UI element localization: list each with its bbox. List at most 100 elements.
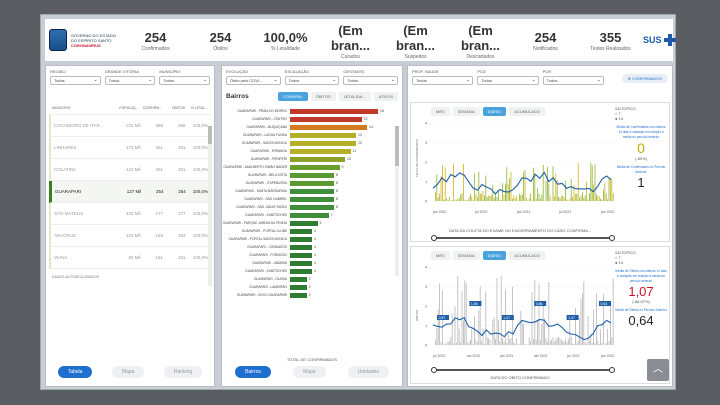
- filter-grande-vitoria[interactable]: GRANDE VITÓRIA Todos: [104, 69, 156, 85]
- filter-pcd[interactable]: PCD Todos: [477, 69, 539, 85]
- radio2-14[interactable]: ● 14: [615, 260, 623, 265]
- tab-bairros[interactable]: Bairros: [235, 366, 271, 378]
- daily-bar: [562, 340, 564, 345]
- chart1-tab-acumulado[interactable]: ACUMULADO: [509, 107, 545, 116]
- kpi-letalidade: 100,0%% Letalidade: [263, 30, 308, 52]
- tab-mapa-bairros[interactable]: Mapa: [293, 366, 326, 378]
- daily-bar: [608, 177, 610, 201]
- bairro-bar[interactable]: GUARAPARI - CENTRO 13: [222, 115, 402, 123]
- table-row[interactable]: ARACRUZ 103 Mil 163 163 100,0%: [49, 225, 211, 247]
- radio-14[interactable]: ● 14: [615, 116, 623, 121]
- bar-label: GUARAPARI - NOVO GUARAPARI: [236, 293, 287, 297]
- filter-pcr[interactable]: PCR Todos: [542, 69, 604, 85]
- daily-bar: [534, 279, 536, 345]
- chart1-tab-diario[interactable]: DIÁRIO: [482, 107, 507, 116]
- bairro-bar[interactable]: GUARAPARI - CONDADOS 4: [222, 243, 402, 251]
- tab-ranking[interactable]: Ranking: [163, 366, 203, 378]
- chart1-range-slider[interactable]: [431, 235, 615, 241]
- bairro-bar[interactable]: GUARAPARI - NOVO GUARAPARI 3: [222, 291, 402, 299]
- bairro-bar[interactable]: GUARAPARI - KUBITSCHEK 4: [222, 267, 402, 275]
- daily-bar: [498, 319, 499, 345]
- chart2-tab-semana[interactable]: SEMANA: [452, 251, 480, 260]
- daily-bar: [492, 184, 494, 201]
- daily-bar: [547, 166, 548, 201]
- chart2-tab-diario[interactable]: DIÁRIO: [482, 251, 507, 260]
- bairro-bar[interactable]: GUARAPARI - BELA VISTA 8: [222, 171, 402, 179]
- cell-conf: 163: [155, 233, 163, 238]
- point-label: 0,64: [601, 302, 608, 306]
- bairro-bar[interactable]: GUARAPARI - ADALBERTO SIMÃO NADER 9: [222, 163, 402, 171]
- tab-confirmados[interactable]: CONFIRM.: [277, 92, 308, 101]
- filter-gestante[interactable]: GESTANTE Todos: [343, 69, 399, 85]
- tab-mapa[interactable]: Mapa: [111, 366, 145, 378]
- side-value2: 1: [637, 175, 645, 190]
- table-scrollbar[interactable]: [208, 126, 212, 286]
- bairro-bar[interactable]: GUARAPARI - ITAPEBUSSU 8: [222, 179, 402, 187]
- bairro-bar[interactable]: GUARAPARI - KUBITSCHEK 7: [222, 211, 402, 219]
- table-row[interactable]: GUARAPARI 127 Mil 254 254 100,0%: [49, 181, 211, 203]
- bairro-bar[interactable]: GUARAPARI - OLARIA 3: [222, 275, 402, 283]
- table-row[interactable]: COLATINA 123 Mil 261 261 100,0%: [49, 159, 211, 181]
- chart2-tab-mes[interactable]: MÊS: [431, 251, 450, 260]
- bairro-bar[interactable]: GUARAPARI - LAMEIRÃO 3: [222, 283, 402, 291]
- bar-value: 4: [314, 261, 316, 265]
- daily-bar: [449, 341, 450, 345]
- chart2-tab-acumulado[interactable]: ACUMULADO: [509, 251, 545, 260]
- tab-obitos[interactable]: ÓBITOS: [310, 92, 336, 101]
- kpi-header: GOVERNO DO ESTADO DO ESPÍRITO SANTO CORO…: [45, 19, 677, 61]
- bairro-bar[interactable]: GUARAPARI - IPIRANGA 11: [222, 147, 402, 155]
- bairro-bar[interactable]: GUARAPARI - PORTAL CLUBE 4: [222, 227, 402, 235]
- bairro-bar[interactable]: GUARAPARI - PERIPERI 10: [222, 155, 402, 163]
- bairro-bar[interactable]: GUARAPARI - SÃO GABRIEL 8: [222, 195, 402, 203]
- daily-bar: [492, 319, 494, 345]
- bairro-bar[interactable]: GUARAPARI - JABARAÍ 4: [222, 259, 402, 267]
- chart1-tab-mes[interactable]: MÊS: [431, 107, 450, 116]
- chart-scrollbar[interactable]: [395, 126, 399, 276]
- bairro-bar[interactable]: GUARAPARI - FORMOSO 4: [222, 251, 402, 259]
- bairro-bar[interactable]: GUARAPARI - PORTAL SANTA MONICA 4: [222, 235, 402, 243]
- daily-bar: [436, 174, 438, 201]
- confirmados-toggle[interactable]: ⊕ CONFIRMADOS: [621, 74, 668, 83]
- bairro-bar[interactable]: GUARAPARI - PRAIA DO MORRO 16: [222, 107, 402, 115]
- cell-pop: 132 Mil: [125, 211, 141, 216]
- scroll-up-button[interactable]: ︿: [647, 359, 669, 381]
- table-row[interactable]: CACHOEIRO DE ITAP... 211 Mil 386 386 100,0%: [49, 115, 211, 137]
- bairro-bar[interactable]: GUARAPARI - PARQUE JARDIM DA PENHA 5: [222, 219, 402, 227]
- daily-bar: [467, 199, 468, 201]
- bar-fill: [290, 276, 307, 282]
- radio-7[interactable]: ○ 7: [615, 111, 621, 116]
- chart2-range-slider[interactable]: [431, 367, 615, 373]
- tab-ativos[interactable]: ATIVOS: [373, 92, 398, 101]
- chart1-tab-semana[interactable]: SEMANA: [452, 107, 480, 116]
- bairro-bar[interactable]: GUARAPARI - LAGOA FUNDA 12: [222, 131, 402, 139]
- radio2-7[interactable]: ○ 7: [615, 255, 621, 260]
- filter-prof-saude[interactable]: PROF. SAÚDE Todos: [412, 69, 474, 85]
- daily-bar: [558, 337, 559, 345]
- table-row[interactable]: VIANA 80 Mil 151 151 100,0%: [49, 247, 211, 269]
- side2-value: 1,07: [628, 284, 654, 299]
- bairro-bar[interactable]: GUARAPARI - SANTA MONICA 12: [222, 139, 402, 147]
- cell-pop: 127 Mil: [126, 189, 142, 194]
- bairro-bar[interactable]: GUARAPARI - SANTA MARGARIDA 8: [222, 187, 402, 195]
- daily-bar: [505, 183, 506, 201]
- bar-fill: [290, 260, 312, 266]
- tab-tabela[interactable]: Tabela: [57, 366, 93, 378]
- table-row[interactable]: SÃO MATEUS 132 Mil 177 177 100,0%: [49, 203, 211, 225]
- bairro-bar[interactable]: GUARAPARI - SÃO JUDAS TADEU 8: [222, 203, 402, 211]
- filter-escalacao[interactable]: ESCALAÇÃO Todos: [284, 69, 340, 85]
- bairro-bar[interactable]: GUARAPARI - MUQUIÇABA 14: [222, 123, 402, 131]
- municipio-table: MUNICÍPIO POPULAÇ... CONFIRM... ÓBITOS% LET…: [49, 102, 211, 332]
- tab-letalidade[interactable]: LETALIDA...: [338, 92, 371, 101]
- filter-regiao[interactable]: REGIÃO Todos: [50, 69, 101, 85]
- daily-bar: [470, 339, 471, 345]
- x-tick: jul 2021: [558, 210, 571, 214]
- tab-unidades[interactable]: Unidades: [347, 366, 389, 378]
- daily-bar: [453, 343, 454, 345]
- kpi-confirmados: 254 Confirmados: [141, 30, 170, 52]
- daily-bar: [467, 343, 468, 345]
- table-row[interactable]: LINHARES 173 Mil 261 261 100,0%: [49, 137, 211, 159]
- bar-value: 3: [308, 277, 311, 281]
- filter-evolucao[interactable]: EVOLUÇÃO Óbito pelo COVI...: [226, 69, 281, 85]
- filter-municipio[interactable]: MUNICÍPIO Todos: [159, 69, 211, 85]
